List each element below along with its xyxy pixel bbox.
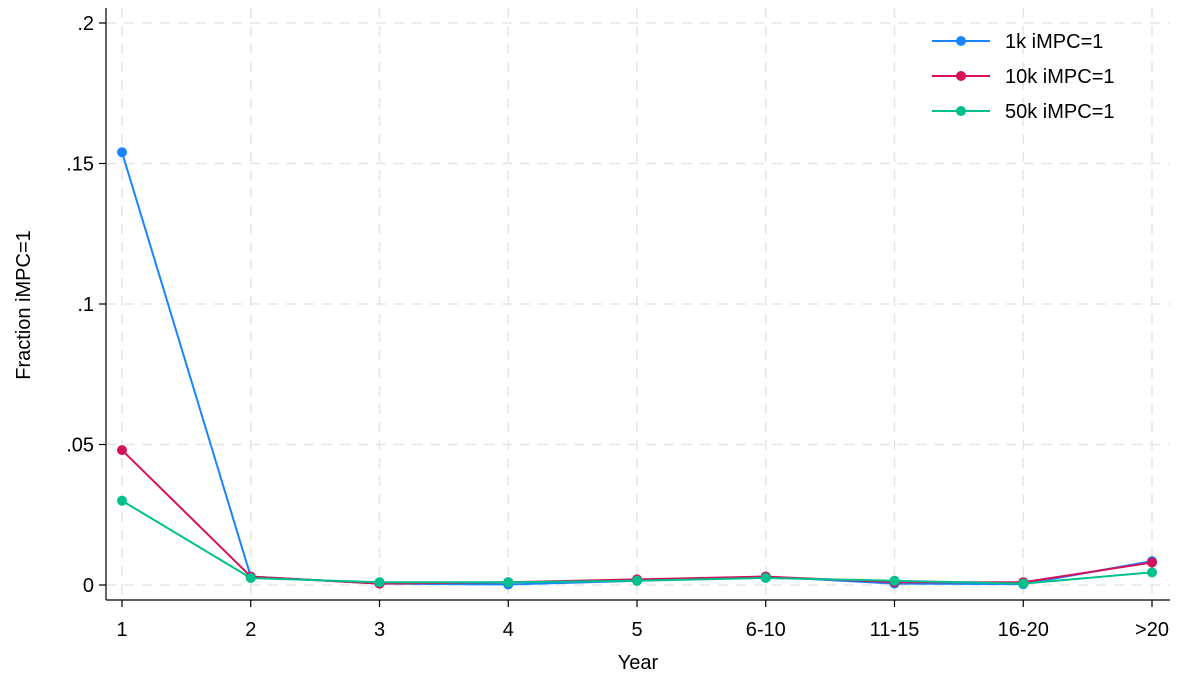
x-tick-label: 1 bbox=[116, 619, 127, 641]
legend: 1k iMPC=1 10k iMPC=1 50k iMPC=1 bbox=[932, 31, 1115, 123]
data-point bbox=[117, 147, 127, 158]
x-tick-label: >20 bbox=[1135, 619, 1169, 641]
x-tick-label: 3 bbox=[374, 619, 385, 641]
y-tick-label: .05 bbox=[66, 435, 94, 457]
legend-marker bbox=[956, 106, 966, 116]
x-tick-label: 11-15 bbox=[870, 619, 920, 641]
grid-lines bbox=[106, 8, 1170, 600]
data-point bbox=[503, 577, 514, 588]
data-point bbox=[374, 577, 385, 588]
data-point bbox=[117, 445, 127, 456]
data-point bbox=[889, 575, 900, 586]
x-tick-label: 6-10 bbox=[746, 619, 786, 641]
axes: 0 .05 .1 .15 .2 1 2 3 4 5 6-10 11-15 16-20 >20 bbox=[66, 8, 1170, 641]
data-point bbox=[632, 575, 642, 586]
data-point bbox=[1147, 557, 1157, 568]
y-tick-label: 0 bbox=[83, 575, 94, 597]
legend-marker bbox=[956, 36, 966, 46]
y-tick-label: .15 bbox=[66, 154, 94, 176]
data-point bbox=[760, 572, 771, 583]
x-tick-label: 5 bbox=[631, 619, 642, 641]
x-tick-label: 4 bbox=[503, 619, 514, 641]
y-tick-label: .2 bbox=[77, 13, 94, 35]
y-tick-label: .1 bbox=[77, 294, 94, 316]
x-tick-label: 16-20 bbox=[998, 619, 1049, 641]
legend-marker bbox=[956, 71, 966, 81]
x-tick-label: 2 bbox=[245, 619, 256, 641]
data-point bbox=[245, 572, 256, 583]
x-axis-title: Year bbox=[618, 652, 659, 674]
legend-label: 10k iMPC=1 bbox=[1005, 66, 1115, 88]
legend-label: 1k iMPC=1 bbox=[1005, 31, 1103, 53]
series-lines bbox=[117, 147, 1157, 590]
data-point bbox=[117, 495, 127, 506]
legend-label: 50k iMPC=1 bbox=[1005, 101, 1115, 123]
data-point bbox=[1147, 567, 1157, 578]
y-axis-title: Fraction iMPC=1 bbox=[13, 230, 35, 380]
data-point bbox=[1018, 578, 1029, 589]
